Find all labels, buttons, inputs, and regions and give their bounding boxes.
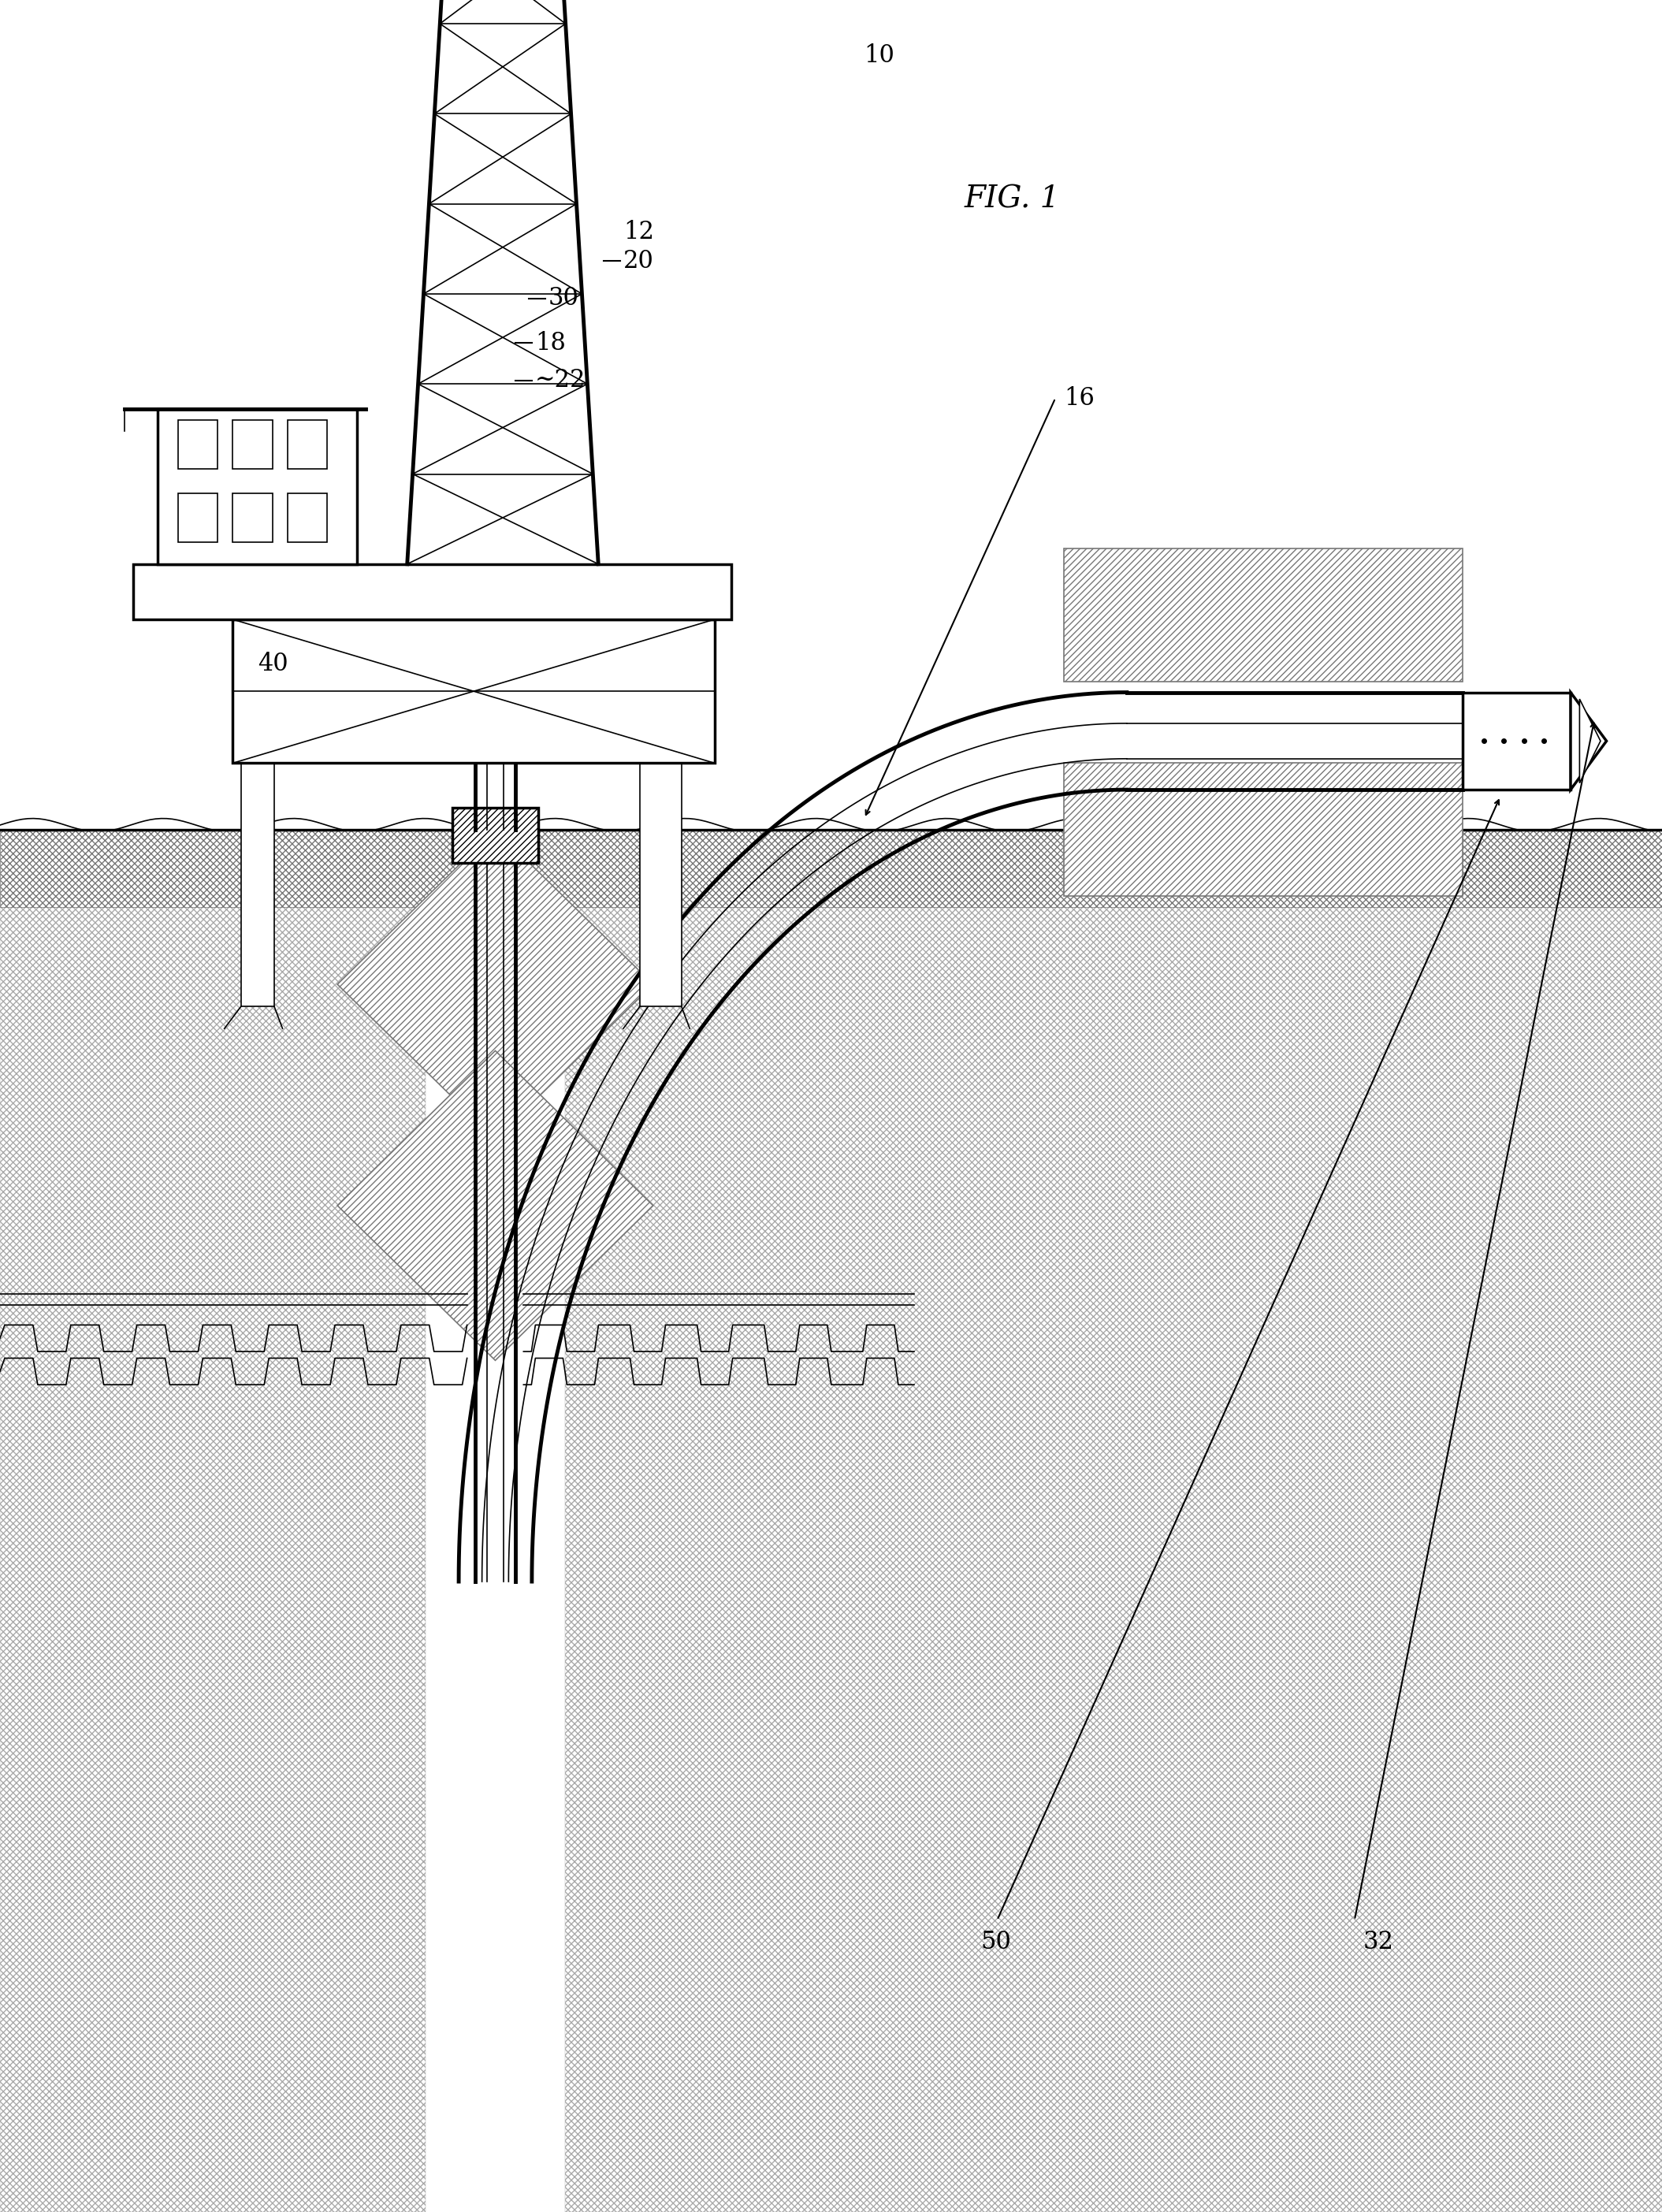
Bar	[288, 420, 327, 469]
Text: 40: 40	[258, 650, 288, 677]
Bar	[178, 493, 218, 542]
Bar	[0, 830, 1662, 907]
Bar	[0, 907, 425, 2212]
Bar	[133, 564, 731, 619]
Text: 20: 20	[623, 248, 653, 274]
Polygon shape	[337, 830, 653, 1139]
Bar	[1064, 549, 1463, 681]
Bar	[1463, 692, 1571, 790]
Text: ~22: ~22	[535, 367, 587, 394]
Text: 16: 16	[1064, 385, 1094, 411]
Text: 10: 10	[864, 42, 894, 69]
Bar	[640, 619, 681, 1006]
Bar	[1064, 763, 1463, 896]
Bar	[0, 830, 1662, 907]
Bar	[178, 420, 218, 469]
Bar	[233, 619, 715, 763]
Text: FIG. 1: FIG. 1	[964, 184, 1060, 215]
Polygon shape	[1579, 699, 1601, 783]
Bar	[233, 420, 273, 469]
Bar	[158, 409, 357, 564]
Bar	[288, 493, 327, 542]
Text: 18: 18	[535, 330, 565, 356]
Polygon shape	[337, 1051, 653, 1360]
Bar	[565, 907, 1662, 2212]
Text: 30: 30	[548, 285, 578, 312]
Bar	[452, 807, 538, 863]
Text: 32: 32	[1363, 1929, 1393, 1955]
Bar	[233, 493, 273, 542]
Bar	[241, 619, 274, 1006]
Text: 12: 12	[623, 219, 653, 246]
Polygon shape	[1571, 692, 1607, 790]
Text: 50: 50	[981, 1929, 1010, 1955]
